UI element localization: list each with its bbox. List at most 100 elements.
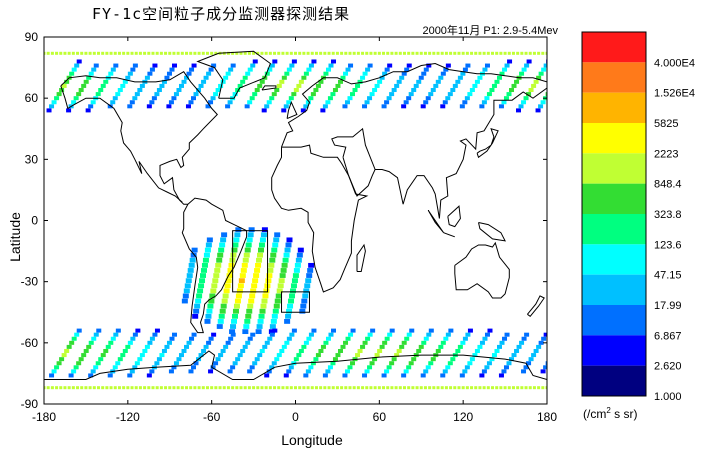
- data-cell: [215, 262, 222, 268]
- data-cell: [507, 386, 511, 390]
- data-cell: [201, 262, 208, 268]
- data-cell: [558, 72, 563, 76]
- data-cell: [197, 288, 204, 294]
- data-cell: [227, 100, 233, 105]
- data-cell: [112, 365, 118, 370]
- data-cell: [528, 51, 532, 55]
- data-cell: [201, 386, 205, 390]
- data-cell: [486, 51, 490, 55]
- data-cell: [325, 67, 331, 72]
- data-cell: [553, 349, 558, 353]
- data-cell: [154, 361, 160, 366]
- data-cell: [464, 365, 470, 370]
- coastline: [331, 127, 376, 197]
- data-cell: [240, 348, 246, 353]
- data-cell: [524, 51, 528, 55]
- data-cell: [88, 373, 94, 378]
- data-cell: [249, 293, 256, 299]
- data-cell: [256, 324, 263, 329]
- data-cell: [386, 96, 392, 101]
- data-cell: [277, 283, 284, 289]
- data-cell: [257, 353, 263, 358]
- data-cell: [430, 357, 436, 362]
- data-cell: [365, 386, 369, 390]
- data-cell: [478, 386, 482, 390]
- data-cell: [310, 386, 314, 390]
- data-cell: [425, 365, 431, 370]
- data-cell: [110, 67, 116, 72]
- data-cell: [299, 308, 306, 314]
- coastline: [454, 241, 510, 299]
- data-cell: [276, 353, 282, 358]
- data-cell: [259, 348, 265, 353]
- data-cell: [469, 88, 475, 93]
- data-cell: [347, 365, 353, 370]
- data-cell: [257, 319, 264, 324]
- data-cell: [459, 373, 465, 378]
- data-cell: [171, 365, 177, 370]
- data-cell: [481, 369, 487, 374]
- data-cell: [248, 227, 255, 233]
- data-cell: [134, 386, 138, 390]
- data-cell: [526, 59, 532, 64]
- data-cell: [310, 361, 316, 366]
- data-cell: [227, 268, 234, 273]
- data-cell: [219, 242, 226, 248]
- data-cell: [266, 273, 273, 278]
- data-cell: [531, 83, 537, 88]
- data-cell: [369, 361, 375, 366]
- data-cell: [202, 257, 209, 263]
- data-cell: [228, 67, 234, 72]
- data-cell: [296, 353, 302, 358]
- data-cell: [440, 373, 446, 378]
- data-cell: [344, 51, 348, 55]
- data-cell: [155, 51, 159, 55]
- data-cell: [242, 75, 248, 80]
- data-cell: [461, 386, 465, 390]
- data-cell: [407, 51, 411, 55]
- data-cell: [159, 51, 163, 55]
- data-cell: [272, 242, 279, 248]
- colorbar-segment: [582, 183, 646, 214]
- data-cell: [232, 361, 238, 366]
- data-cell: [285, 313, 292, 319]
- x-tick-label: -120: [116, 410, 140, 424]
- data-cell: [149, 67, 155, 72]
- data-cell: [273, 237, 280, 243]
- data-cell: [46, 108, 52, 113]
- data-cell: [506, 92, 512, 97]
- data-cell: [218, 313, 225, 319]
- data-cell: [404, 67, 410, 72]
- data-cell: [260, 386, 264, 390]
- data-cell: [425, 96, 431, 101]
- data-cell: [389, 328, 395, 333]
- data-cell: [528, 357, 534, 362]
- data-cell: [117, 357, 123, 362]
- data-cell: [298, 386, 302, 390]
- data-cell: [374, 353, 380, 358]
- data-cell: [189, 257, 196, 263]
- data-cell: [110, 100, 116, 105]
- data-cell: [286, 67, 292, 72]
- data-cell: [217, 319, 224, 324]
- data-cell: [46, 51, 50, 55]
- data-cell: [327, 365, 333, 370]
- data-cell: [462, 100, 468, 105]
- data-cell: [491, 51, 495, 55]
- data-cell: [274, 298, 281, 304]
- data-cell: [286, 237, 293, 243]
- data-cell: [95, 92, 101, 97]
- data-cell: [511, 51, 515, 55]
- data-cell: [465, 332, 471, 337]
- colorbar-label: 848.4: [654, 179, 682, 191]
- data-cell: [535, 108, 541, 113]
- data-cell: [566, 59, 571, 63]
- data-cell: [113, 332, 119, 337]
- data-cell: [303, 71, 309, 76]
- y-axis-label: Latitude: [7, 212, 23, 262]
- data-cell: [406, 63, 412, 68]
- data-cell: [255, 262, 262, 268]
- data-cell: [261, 108, 267, 113]
- data-cell: [265, 278, 272, 284]
- data-cell: [335, 353, 341, 358]
